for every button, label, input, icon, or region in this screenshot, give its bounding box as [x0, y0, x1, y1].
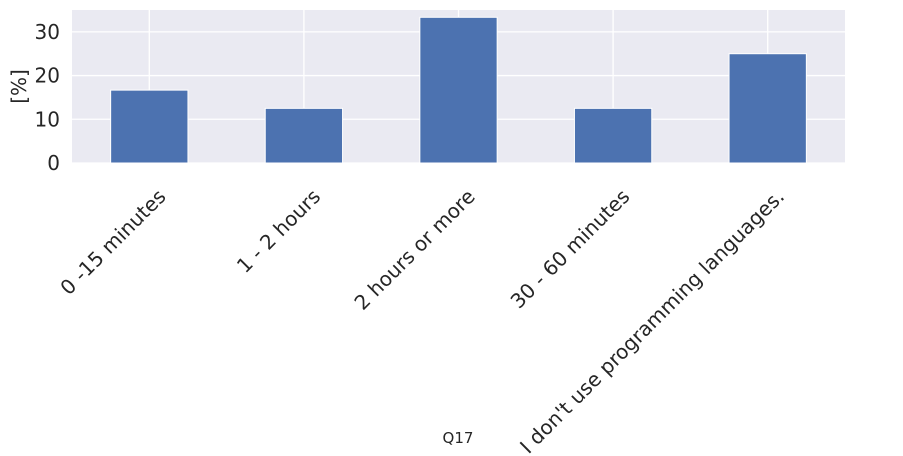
y-tick-label: 30	[35, 20, 60, 44]
x-tick-labels: 0 -15 minutes 1 - 2 hours 2 hours or more 3…	[55, 184, 789, 456]
y-tick-label: 10	[35, 107, 60, 131]
y-tick-label: 0	[47, 151, 60, 175]
x-tick-label: 1 - 2 hours	[232, 184, 325, 277]
x-tick-label: 2 hours or more	[349, 184, 479, 314]
bar	[110, 89, 189, 164]
y-axis-label: [%]	[7, 69, 31, 104]
y-tick-label: 20	[35, 64, 60, 88]
x-tick-label: 30 - 60 minutes	[506, 184, 635, 313]
x-tick-label: I don't use programming languages.	[515, 184, 789, 456]
bar	[728, 53, 807, 164]
x-axis-label: Q17	[443, 429, 474, 447]
x-tick-label: 0 -15 minutes	[55, 184, 170, 299]
bar	[264, 107, 344, 164]
bars	[110, 16, 807, 164]
bar	[419, 16, 498, 164]
bar	[573, 107, 653, 164]
y-tick-labels: 0 10 20 30	[35, 20, 60, 175]
